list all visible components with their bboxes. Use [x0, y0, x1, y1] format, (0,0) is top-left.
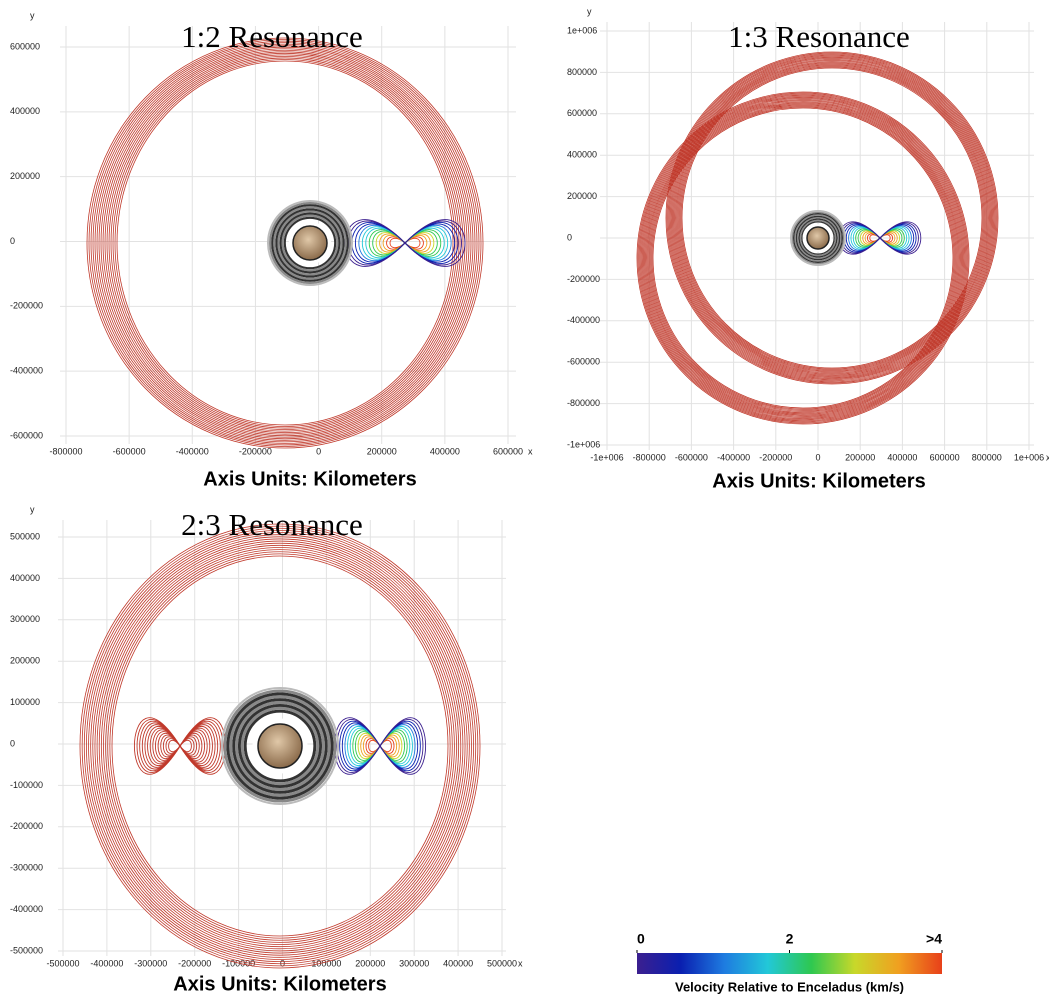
x-tick-label: -500000 — [46, 958, 79, 968]
x-tick-label: -1e+006 — [590, 452, 623, 462]
x-tick-label: -400000 — [176, 446, 209, 456]
planet — [293, 226, 327, 260]
y-tick-label: -100000 — [10, 780, 43, 790]
x-tick-label: 300000 — [399, 958, 429, 968]
y-tick-label: 400000 — [567, 150, 597, 160]
planet — [258, 724, 302, 768]
y-axis-name: y — [587, 6, 592, 16]
y-tick-label: -200000 — [10, 821, 43, 831]
body: -800000-600000-400000-200000020000040000… — [0, 0, 1049, 1004]
y-axis-name: y — [30, 504, 35, 514]
y-tick-label: 0 — [10, 738, 15, 748]
panel: -800000 -600000 -400000 -200000 0 200000 40000… — [10, 10, 533, 490]
y-tick-label: -200000 — [10, 301, 43, 311]
planet — [807, 227, 829, 249]
x-axis-label: Axis Units: Kilometers — [173, 973, 386, 995]
x-axis-label: Axis Units: Kilometers — [712, 470, 925, 492]
y-tick-label: -500000 — [10, 945, 43, 955]
x-tick-label: -400000 — [717, 452, 750, 462]
x-tick-label: 500000 — [487, 958, 517, 968]
y-tick-label: 200000 — [567, 191, 597, 201]
y-tick-label: 200000 — [10, 656, 40, 666]
y-tick-label: 800000 — [567, 67, 597, 77]
x-tick-label: 0 — [316, 446, 321, 456]
page: {"chart_data": [ {"type": "orbit", "titl… — [0, 0, 1049, 1004]
y-tick-label: -600000 — [567, 357, 600, 367]
figure: -800000-600000-400000-200000020000040000… — [0, 0, 1049, 999]
y-tick-label: 600000 — [567, 108, 597, 118]
x-tick-label: -300000 — [134, 958, 167, 968]
y-tick-label: -800000 — [567, 398, 600, 408]
chart-title: 1:2 Resonance — [181, 19, 363, 54]
y-tick-label: -200000 — [567, 274, 600, 284]
y-tick-label: 1e+006 — [567, 25, 597, 35]
y-tick-label: -1e+006 — [567, 439, 600, 449]
y-tick-label: 600000 — [10, 41, 40, 51]
x-tick-label: 0 — [815, 452, 820, 462]
x-tick-label: -600000 — [675, 452, 708, 462]
x-tick-label: 200000 — [845, 452, 875, 462]
y-tick-label: 100000 — [10, 697, 40, 707]
y-tick-label: -400000 — [567, 315, 600, 325]
x-tick-label: -200000 — [239, 446, 272, 456]
x-tick-label: -200000 — [759, 452, 792, 462]
y-tick-label: 0 — [10, 236, 15, 246]
colorbar-tick-label: 0 — [637, 931, 645, 947]
x-tick-label: 400000 — [430, 446, 460, 456]
x-tick-label: -600000 — [113, 446, 146, 456]
x-tick-label: 600000 — [930, 452, 960, 462]
panel: -500000 -400000 -300000 -200000 -100000 0 1000… — [10, 504, 523, 995]
y-tick-label: 500000 — [10, 531, 40, 541]
chart-title: 2:3 Resonance — [181, 507, 363, 542]
y-tick-label: -400000 — [10, 366, 43, 376]
x-tick-label: 200000 — [355, 958, 385, 968]
colorbar — [637, 953, 942, 974]
x-tick-label: -800000 — [49, 446, 82, 456]
y-tick-label: -600000 — [10, 430, 43, 440]
chart-title: 1:3 Resonance — [728, 19, 910, 54]
x-tick-label: 800000 — [972, 452, 1002, 462]
y-tick-label: 300000 — [10, 614, 40, 624]
y-tick-label: 400000 — [10, 573, 40, 583]
x-tick-label: -400000 — [90, 958, 123, 968]
x-tick-label: 600000 — [493, 446, 523, 456]
y-tick-label: -400000 — [10, 904, 43, 914]
colorbar-label: Velocity Relative to Enceladus (km/s) — [675, 979, 904, 994]
y-tick-label: 400000 — [10, 106, 40, 116]
x-axis-label: Axis Units: Kilometers — [203, 468, 416, 490]
colorbar-tick-label: >4 — [926, 931, 942, 947]
y-tick-label: -300000 — [10, 863, 43, 873]
x-axis-name: x — [518, 958, 523, 968]
x-tick-label: 400000 — [887, 452, 917, 462]
x-tick-label: 1e+006 — [1014, 452, 1044, 462]
colorbar-tick-label: 2 — [786, 931, 794, 947]
y-axis-name: y — [30, 10, 35, 20]
x-tick-label: 400000 — [443, 958, 473, 968]
x-tick-label: -200000 — [178, 958, 211, 968]
y-tick-label: 0 — [567, 232, 572, 242]
y-tick-label: 200000 — [10, 171, 40, 181]
panel: -1e+006 -800000 -600000 -400000 -200000 0 2000… — [567, 6, 1049, 492]
x-axis-name: x — [528, 446, 533, 456]
x-tick-label: -800000 — [633, 452, 666, 462]
x-tick-label: 200000 — [367, 446, 397, 456]
